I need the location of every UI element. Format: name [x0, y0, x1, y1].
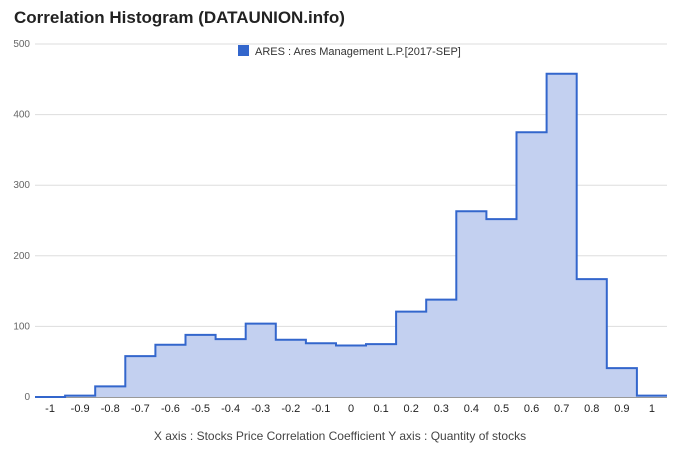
- histogram-bin[interactable]: [517, 132, 547, 397]
- x-tick-label: -0.8: [101, 403, 120, 415]
- x-tick-label: -0.6: [161, 403, 180, 415]
- y-axis-ticks: 0 100 200 300 400 500: [13, 39, 30, 403]
- y-tick-label: 200: [13, 251, 30, 262]
- legend-label: ARES : Ares Management L.P.[2017-SEP]: [255, 46, 461, 58]
- axis-caption: X axis : Stocks Price Correlation Coeffi…: [153, 429, 527, 443]
- histogram-bin[interactable]: [366, 344, 396, 397]
- x-tick-label: 0.4: [464, 403, 479, 415]
- histogram-outline: [35, 72, 667, 398]
- x-tick-label: -0.1: [311, 403, 330, 415]
- x-tick-label: 0: [348, 403, 354, 415]
- histogram-bin[interactable]: [577, 279, 607, 397]
- histogram-bin[interactable]: [547, 74, 577, 397]
- histogram-bin[interactable]: [216, 339, 246, 397]
- x-tick-label: 0.7: [554, 403, 569, 415]
- x-tick-label: 0.5: [494, 403, 509, 415]
- histogram-bin[interactable]: [336, 345, 366, 397]
- histogram-series: [35, 72, 667, 398]
- histogram-bin[interactable]: [306, 343, 336, 397]
- histogram-bin[interactable]: [456, 211, 486, 397]
- x-axis-ticks: -1 -0.9 -0.8 -0.7 -0.6 -0.5 -0.4 -0.3 -0.2 -0.1 0 0…: [45, 403, 655, 415]
- y-tick-label: 300: [13, 180, 30, 191]
- x-tick-label: 0.3: [434, 403, 449, 415]
- histogram-bin[interactable]: [486, 219, 516, 397]
- chart-title: Correlation Histogram (DATAUNION.info): [14, 8, 345, 27]
- y-tick-label: 0: [24, 392, 30, 403]
- legend-swatch: [238, 45, 249, 56]
- legend[interactable]: ARES : Ares Management L.P.[2017-SEP]: [238, 45, 461, 58]
- x-tick-label: -0.7: [131, 403, 150, 415]
- histogram-bin[interactable]: [185, 335, 215, 397]
- x-tick-label: 0.2: [404, 403, 419, 415]
- x-tick-label: -0.2: [281, 403, 300, 415]
- y-tick-label: 100: [13, 321, 30, 332]
- x-tick-label: 0.6: [524, 403, 539, 415]
- histogram-bin[interactable]: [246, 324, 276, 397]
- y-tick-label: 500: [13, 39, 30, 50]
- histogram-bin[interactable]: [276, 340, 306, 397]
- x-tick-label: 0.9: [614, 403, 629, 415]
- histogram-bin[interactable]: [155, 345, 185, 397]
- x-tick-label: -1: [45, 403, 55, 415]
- x-tick-label: 0.8: [584, 403, 599, 415]
- histogram-bin[interactable]: [125, 356, 155, 397]
- x-tick-label: -0.4: [221, 403, 240, 415]
- histogram-bin[interactable]: [65, 396, 95, 397]
- x-tick-label: -0.5: [191, 403, 210, 415]
- histogram-bin[interactable]: [637, 396, 667, 397]
- x-tick-label: 1: [649, 403, 655, 415]
- y-tick-label: 400: [13, 110, 30, 121]
- x-tick-label: 0.1: [373, 403, 388, 415]
- histogram-bin[interactable]: [396, 312, 426, 397]
- histogram-bin[interactable]: [426, 300, 456, 397]
- x-tick-label: -0.3: [251, 403, 270, 415]
- histogram-bin[interactable]: [95, 386, 125, 397]
- histogram-area: [35, 73, 667, 397]
- x-tick-label: -0.9: [71, 403, 90, 415]
- histogram-bin[interactable]: [607, 368, 637, 397]
